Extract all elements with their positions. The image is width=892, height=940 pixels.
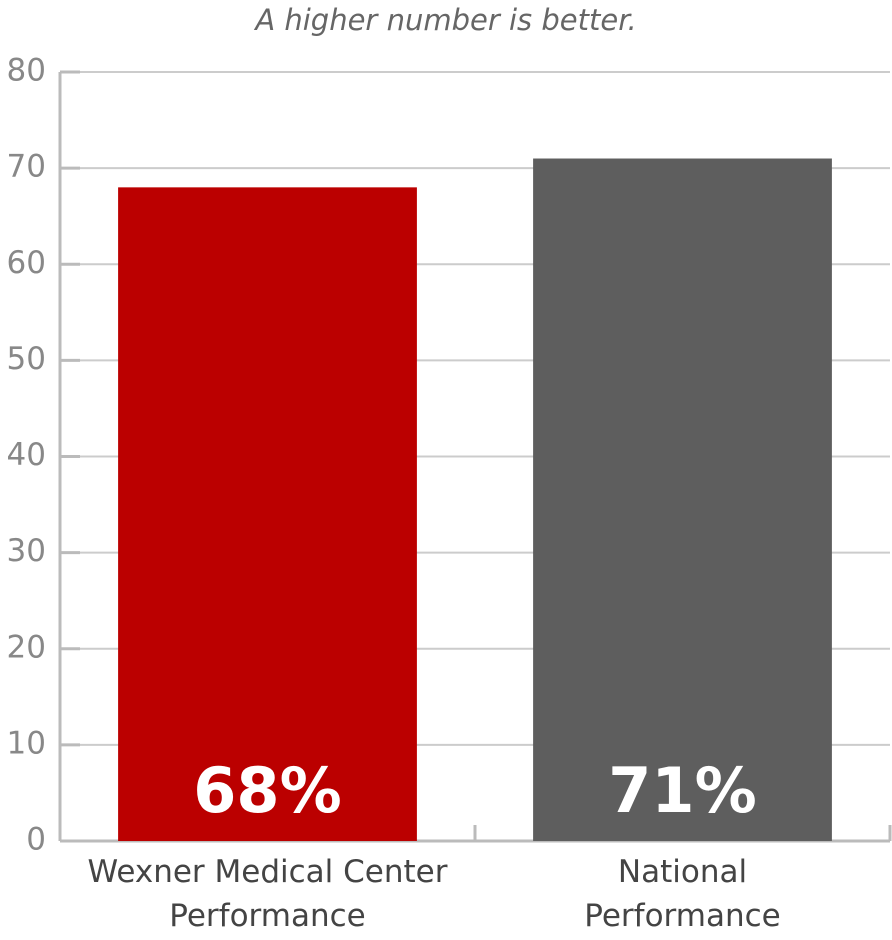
y-tick-label: 60: [7, 245, 46, 281]
x-tick-label: Wexner Medical Center Performance: [87, 854, 448, 934]
y-tick-label: 50: [7, 341, 46, 377]
value-label: 68%: [193, 754, 341, 827]
y-tick-label: 40: [7, 437, 46, 473]
y-tick-label: 30: [7, 533, 46, 569]
bar: [118, 187, 417, 842]
chart-subtitle: A higher number is better.: [253, 3, 636, 37]
y-tick-label: 0: [26, 822, 46, 858]
y-tick-label: 20: [7, 629, 46, 665]
y-tick-label: 70: [7, 149, 46, 185]
x-tick-label: National Performance: [584, 854, 781, 934]
y-tick-label: 10: [7, 725, 46, 761]
value-label: 71%: [608, 754, 756, 827]
bar: [533, 158, 832, 841]
y-tick-label: 80: [7, 53, 46, 89]
